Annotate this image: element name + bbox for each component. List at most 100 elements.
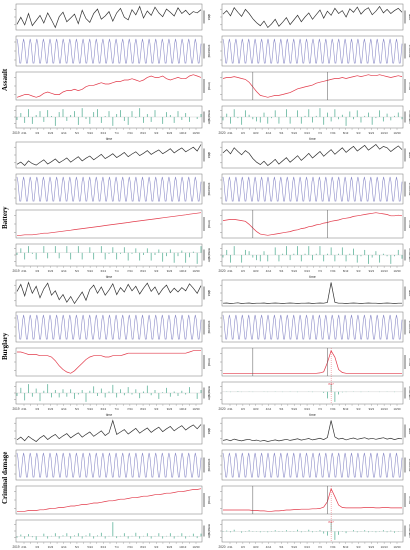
criminal-damage-2019-data-line — [16, 419, 202, 442]
burglary-2019-data-scale-bar — [203, 286, 205, 300]
battery-2020-xtick-label: 10/13 — [381, 269, 388, 273]
battery-2019-seasonal-line — [16, 176, 202, 202]
assault-2019-xtick-label: 3/3 — [35, 131, 39, 135]
criminal-damage-2020-data-label: data — [408, 428, 410, 434]
burglary-2019-trend-line — [17, 350, 201, 374]
criminal-damage-2019-trend-line — [17, 488, 202, 512]
battery-2019-year-label: 2019 — [12, 269, 19, 273]
assault-2019-xtick-label: 2/11 — [21, 131, 27, 135]
criminal-damage-2019-seasonal-label: seasonal — [207, 459, 211, 472]
criminal-damage-2019-remainder-scale-bar — [203, 525, 205, 537]
criminal-damage-2020-remainder-scale-bar — [404, 525, 406, 537]
criminal-damage-2019-trend-label: trend — [207, 496, 211, 503]
battery-2020-trend-label: trend — [408, 220, 410, 227]
assault-2019-seasonal-line — [16, 38, 202, 64]
battery-2020-trend-scale-bar — [404, 217, 406, 231]
assault-2020-data-scale-bar — [404, 10, 406, 24]
criminal-damage-2020-trend-panel — [221, 485, 404, 515]
battery-2019-seasonal-scale-bar — [203, 181, 205, 197]
battery-2020-xtick-label: 3/3 — [241, 269, 245, 273]
burglary-2019-seasonal-line — [16, 314, 202, 340]
battery-2019-trend-scale-bar — [203, 217, 205, 231]
criminal-damage-2019-remainder-panel — [15, 519, 203, 543]
burglary-2020-peak-label: 8/17 — [328, 382, 334, 386]
criminal-damage-2020-seasonal-line — [222, 452, 403, 478]
criminal-damage-2019-xtick-label: 6/13 — [101, 545, 107, 549]
battery-2020-remainder-scale-bar — [404, 249, 406, 261]
criminal-damage-2019-xtick-label: 7/4 — [115, 545, 119, 549]
assault-2020-seasonal-label: seasonal — [408, 45, 410, 58]
criminal-damage-2020-seasonal-label: seasonal — [408, 459, 410, 472]
assault-2020-trend-scale-bar — [404, 79, 406, 93]
assault-2019-xtick-label: 9/3 — [154, 131, 158, 135]
battery-2020-seasonal-line — [222, 176, 403, 202]
assault-2020-xtick-label: 7/4 — [318, 131, 322, 135]
battery-2019-xtick-label: 5/24 — [87, 269, 93, 273]
burglary-2020-xtick-label: 2/11 — [227, 407, 233, 411]
assault-2020-data-label: data — [408, 14, 410, 20]
assault-2019-data-line — [16, 5, 202, 29]
burglary-2020-data-panel — [221, 279, 404, 307]
assault-2019-xtick-label: 7/4 — [115, 131, 119, 135]
assault-2019-data-panel — [15, 3, 203, 31]
battery-2019-trend-panel — [15, 209, 203, 239]
assault-2019-xtick-label: 5/4 — [75, 131, 79, 135]
burglary-2019-xtick-label: 7/4 — [115, 407, 119, 411]
burglary-2020-data-line — [222, 282, 402, 304]
criminal-damage-2019-year-label: 2019 — [12, 545, 19, 549]
battery-2020-xtick-label: 7/4 — [318, 269, 322, 273]
assault-2020-xtick-label: 3/3 — [241, 131, 245, 135]
burglary-2020-data-scale-bar — [404, 286, 406, 300]
criminal-damage-2020-xtick-label: 8/13 — [343, 545, 349, 549]
assault-2019-remainder-label: remainder — [207, 110, 211, 125]
assault-2020-remainder-scale-bar — [404, 111, 406, 123]
burglary-2019-xtick-label: 9/23 — [167, 407, 173, 411]
burglary-2019-xtick-label: 6/13 — [101, 407, 107, 411]
battery-2020-xtick-label: 7/24 — [330, 269, 336, 273]
battery-2019-xaxis-title: time — [106, 275, 113, 279]
battery-2019-xtick-label: 4/14 — [61, 269, 67, 273]
burglary-2019-data-line — [16, 281, 202, 305]
battery-2019-xtick-label: 9/23 — [167, 269, 173, 273]
burglary-2019-xtick-label: 9/3 — [154, 407, 158, 411]
burglary-2019-remainder-label: remainder — [207, 386, 211, 401]
assault-2019-xtick-label: 10/30 — [193, 131, 200, 135]
assault-2019-seasonal-scale-bar — [203, 43, 205, 59]
assault-2020-data-line — [222, 5, 403, 29]
assault-2019-xtick-label: 4/14 — [61, 131, 67, 135]
criminal-damage-2019-trend-scale-bar — [203, 493, 205, 507]
criminal-damage-2019-xtick-label: 3/23 — [48, 545, 54, 549]
burglary-2020-xtick-label: 8/13 — [343, 407, 349, 411]
criminal-damage-2020-data-line — [222, 420, 403, 442]
battery-2019-xtick-label: 6/13 — [101, 269, 107, 273]
burglary-2020-seasonal-scale-bar — [404, 319, 406, 335]
battery-2020-data-line — [222, 144, 403, 166]
assault-2020-xtick-label: 8/13 — [343, 131, 349, 135]
criminal-damage-2019-xtick-label: 5/4 — [75, 545, 79, 549]
burglary-2019-xtick-label: 3/3 — [35, 407, 39, 411]
criminal-damage-2020-xtick-label: 10/30 — [394, 545, 401, 549]
criminal-damage-2020-year-label: 2020 — [218, 545, 225, 549]
battery-2019-remainder-label: remainder — [207, 248, 211, 263]
criminal-damage-2019-remainder-label: remainder — [207, 524, 211, 539]
burglary-2020-remainder-scale-bar — [404, 387, 406, 399]
burglary-2020-xtick-label: 9/3 — [357, 407, 361, 411]
assault-2019-trend-panel — [15, 71, 203, 101]
assault-2020-xtick-label: 3/23 — [253, 131, 259, 135]
battery-2019-seasonal-label: seasonal — [207, 183, 211, 196]
burglary-2020-xtick-label: 10/13 — [381, 407, 388, 411]
assault-2020-xtick-label: 10/13 — [381, 131, 388, 135]
burglary-2020-xtick-label: 7/24 — [330, 407, 336, 411]
assault-2019-data-scale-bar — [203, 10, 205, 24]
burglary-2019-xtick-label: 8/13 — [140, 407, 146, 411]
row-label-criminal-damage: Criminal damage — [1, 451, 9, 505]
criminal-damage-2019-xtick-label: 8/13 — [140, 545, 146, 549]
burglary-2019-seasonal-label: seasonal — [207, 321, 211, 334]
burglary-2020-data-label: data — [408, 290, 410, 296]
battery-2020-remainder-label: remainder — [408, 248, 410, 263]
assault-2020-xtick-label: 5/24 — [292, 131, 298, 135]
burglary-2020-xtick-label: 5/4 — [279, 407, 283, 411]
row-label-burglary: Burglary — [1, 332, 9, 360]
assault-2019-data-label: data — [207, 14, 211, 20]
